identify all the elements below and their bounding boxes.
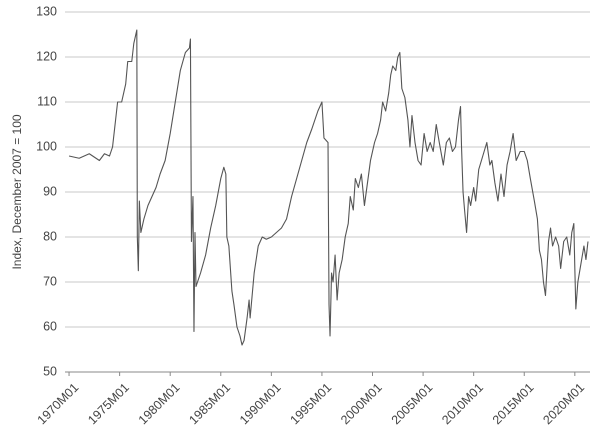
- x-tick-label: 1970M01: [35, 380, 82, 427]
- x-tick-label: 1985M01: [186, 380, 233, 427]
- x-tick-label: 2005M01: [389, 380, 436, 427]
- y-tick-label: 130: [36, 4, 57, 18]
- x-tick-label: 2015M01: [490, 380, 537, 427]
- x-tick-label: 1975M01: [85, 380, 132, 427]
- y-tick-label: 60: [43, 319, 57, 333]
- x-tick-label: 2000M01: [338, 380, 385, 427]
- y-tick-label: 110: [37, 94, 57, 108]
- y-axis-label: Index, December 2007 = 100: [10, 114, 24, 269]
- x-tick-label: 1990M01: [237, 380, 284, 427]
- x-tick-label: 1995M01: [288, 380, 335, 427]
- x-tick-label: 2010M01: [439, 380, 486, 427]
- y-tick-label: 50: [43, 364, 57, 378]
- y-tick-label: 90: [43, 184, 57, 198]
- data-line: [68, 29, 589, 346]
- x-tick-label: 2020M01: [540, 380, 587, 427]
- x-tick-label: 1980M01: [136, 380, 183, 427]
- y-tick-label: 70: [43, 274, 57, 288]
- y-tick-label: 120: [36, 49, 57, 63]
- y-tick-label: 80: [43, 229, 57, 243]
- y-tick-label: 100: [36, 139, 57, 153]
